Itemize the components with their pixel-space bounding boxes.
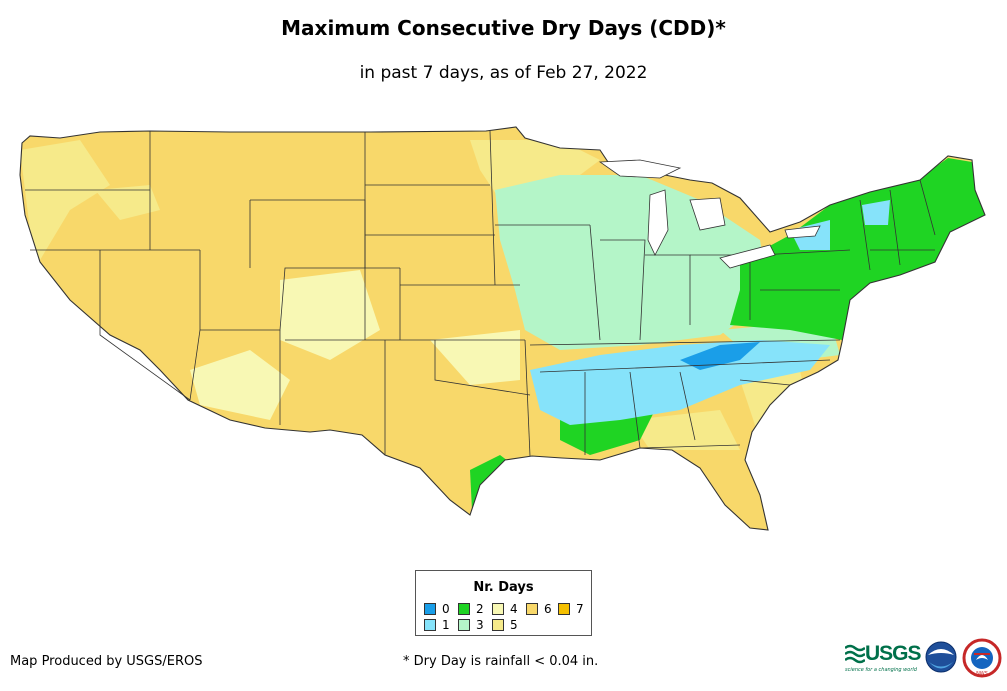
cdd-map — [19, 126, 986, 531]
legend-label-6: 6 — [544, 602, 552, 616]
zone-northeast-2-days — [730, 158, 985, 340]
nws-logo: NWS — [962, 638, 1002, 678]
border-vermont — [859, 199, 871, 271]
legend-swatch-0 — [424, 603, 436, 615]
border-new-hampshire — [889, 189, 901, 266]
lake-ontario — [784, 225, 821, 239]
border-tennessee-north — [529, 339, 841, 346]
lake-michigan — [647, 189, 669, 256]
legend-swatch-4 — [492, 603, 504, 615]
legend-swatch-6 — [526, 603, 538, 615]
zone-gulf-coast-5-days — [630, 410, 740, 450]
legend-label-1: 1 — [442, 618, 450, 632]
border-tennessee-south — [539, 359, 831, 373]
zone-tennessee-0-days — [680, 342, 760, 370]
zone-oregon-5-days — [95, 185, 160, 220]
legend-item-5: 5 — [492, 618, 518, 632]
legend-swatch-3 — [458, 619, 470, 631]
border-oklahoma-south — [434, 340, 531, 396]
legend-label-7: 7 — [576, 602, 584, 616]
legend-item-1: 1 — [424, 618, 450, 632]
border-maine — [919, 179, 936, 236]
map-title: Maximum Consecutive Dry Days (CDD)* — [281, 16, 726, 40]
zone-pacific-coast-5-days — [20, 140, 110, 260]
producer-credit: Map Produced by USGS/EROS — [10, 654, 203, 669]
usgs-logo: USGS science for a changing world — [845, 642, 922, 673]
nws-logo-text: NWS — [976, 671, 988, 677]
zone-colorado-4-days — [280, 270, 380, 360]
us-outline — [19, 126, 986, 531]
border-illinois — [600, 239, 646, 341]
legend-swatch-5 — [492, 619, 504, 631]
border-arizona-west — [189, 329, 201, 401]
map-subtitle: in past 7 days, as of Feb 27, 2022 — [359, 63, 648, 83]
border-mississippi-river — [589, 224, 601, 341]
noaa-logo-text: noaa — [933, 655, 950, 662]
usgs-logo-text: USGS — [865, 642, 922, 665]
lake-superior — [598, 159, 682, 179]
zone-tennessee-valley-1-day — [530, 340, 830, 425]
border-florida-north — [639, 444, 741, 449]
legend-title: Nr. Days — [473, 580, 534, 595]
legend-item-3: 3 — [458, 618, 484, 632]
legend-item-2: 2 — [458, 602, 484, 616]
legend-swatch-2 — [458, 603, 470, 615]
usgs-tagline: science for a changing world — [845, 667, 917, 673]
dry-day-note: * Dry Day is rainfall < 0.04 in. — [403, 654, 599, 669]
legend-label-4: 4 — [510, 602, 518, 616]
zone-arizona-4-days — [190, 350, 290, 420]
legend-item-7: 7 — [558, 602, 584, 616]
border-minnesota-west — [489, 130, 496, 286]
usgs-wave-icon — [845, 644, 865, 664]
legend-label-2: 2 — [476, 602, 484, 616]
border-alabama-east — [679, 371, 696, 441]
zone-oklahoma-4-days — [430, 330, 520, 385]
legend-label-5: 5 — [510, 618, 518, 632]
border-carolinas — [739, 379, 791, 386]
legend-swatch-7 — [558, 603, 570, 615]
border-arkansas-west — [524, 339, 531, 457]
zone-vermont-1-day — [862, 200, 890, 225]
lake-erie — [719, 244, 776, 269]
border-nevada — [99, 250, 191, 401]
legend-label-3: 3 — [476, 618, 484, 632]
legend-item-4: 4 — [492, 602, 518, 616]
legend: Nr. Days 0 1 2 3 4 5 6 7 — [415, 570, 592, 636]
zone-minnesota-5-days — [470, 140, 600, 200]
legend-item-6: 6 — [526, 602, 552, 616]
border-alabama-west — [629, 371, 641, 449]
legend-item-0: 0 — [424, 602, 450, 616]
legend-swatch-1 — [424, 619, 436, 631]
lake-huron — [689, 197, 726, 231]
noaa-logo: noaa — [925, 641, 957, 673]
legend-label-0: 0 — [442, 602, 450, 616]
